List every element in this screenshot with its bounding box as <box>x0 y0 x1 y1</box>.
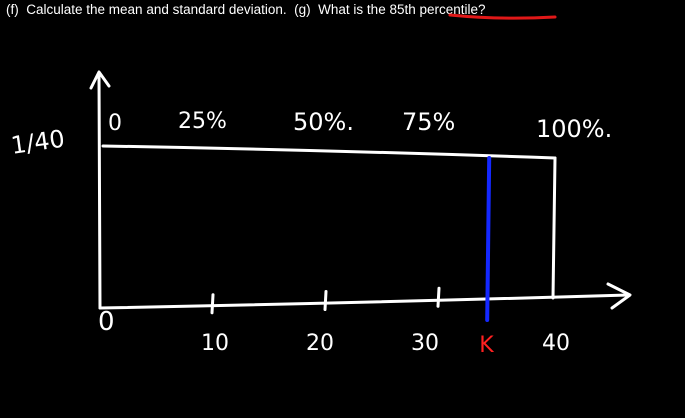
highlighted-term: 85th percentile <box>389 2 479 17</box>
y-axis-arrowhead <box>89 70 111 90</box>
x-tick-label-10: 10 <box>201 331 229 356</box>
y-axis <box>97 73 102 310</box>
percentile-label-10: 25% <box>178 109 227 134</box>
k-label: K <box>479 333 494 358</box>
percentile-label-30: 75% <box>402 108 455 136</box>
x-axis-tick-labels: 0 10 20 30 40 <box>98 307 570 356</box>
x-tick-30 <box>436 286 441 308</box>
x-tick-label-20: 20 <box>306 331 334 356</box>
question-part-f: (f) Calculate the mean and standard devi… <box>6 2 287 17</box>
x-tick-10 <box>210 293 215 315</box>
density-rectangle-right <box>551 156 557 300</box>
x-axis-ticks <box>210 286 441 315</box>
x-axis <box>98 293 630 310</box>
highlight-underline <box>448 13 557 20</box>
question-header: (f) Calculate the mean and standard devi… <box>6 0 486 20</box>
percentile-label-0: 0 <box>108 111 122 136</box>
percentile-label-20: 50%. <box>293 108 354 136</box>
x-tick-label-40: 40 <box>542 331 570 356</box>
k-percentile-line <box>485 156 492 322</box>
x-tick-label-30: 30 <box>411 331 439 356</box>
x-axis-arrowhead <box>606 282 632 310</box>
percentile-label-40: 100%. <box>536 115 612 143</box>
percentile-labels: 0 25% 50%. 75% 100%. <box>108 108 612 143</box>
question-part-g: (g) What is the <box>286 2 390 17</box>
x-tick-20 <box>323 290 328 311</box>
question-end: ? <box>478 2 486 17</box>
y-axis-label: 1/40 <box>9 125 66 160</box>
x-tick-label-0: 0 <box>98 307 115 337</box>
density-rectangle-top <box>101 144 557 160</box>
